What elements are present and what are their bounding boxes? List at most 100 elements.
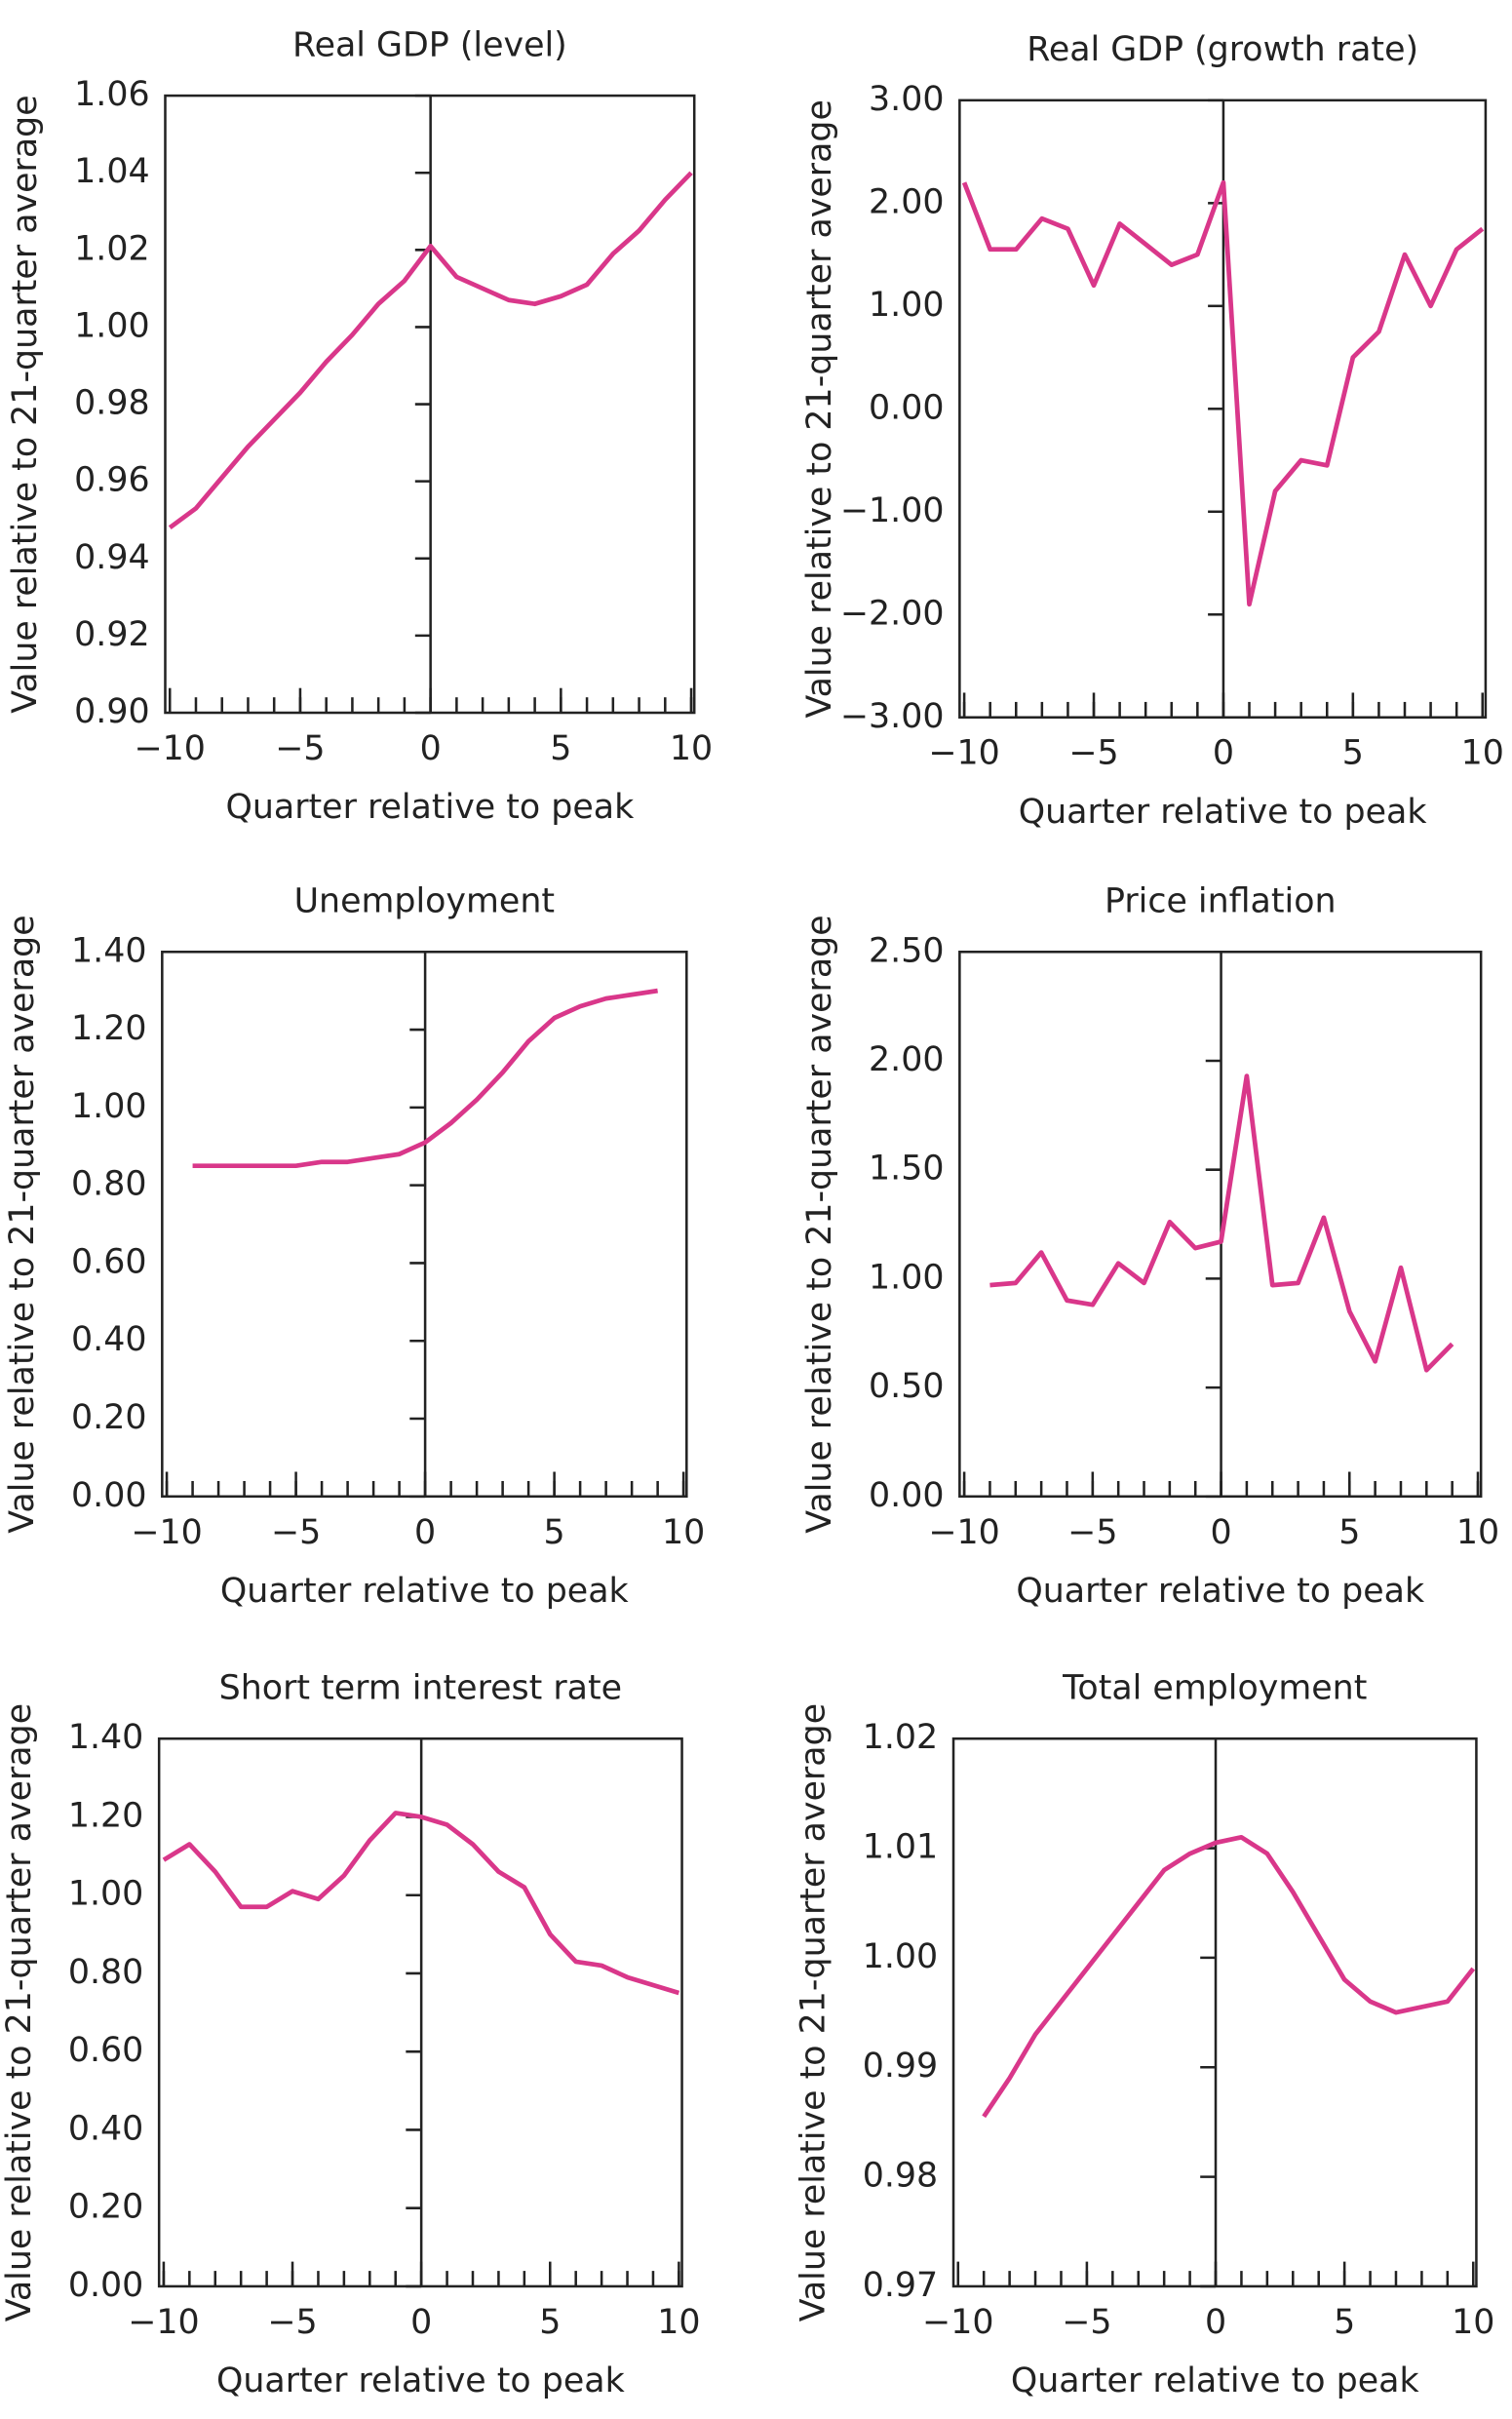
x-tick-label: 0 [410, 2303, 432, 2342]
y-tick-label: 0.40 [71, 1320, 146, 1359]
panel: Price inflation Quarter relative to peak V… [800, 882, 1499, 1611]
x-tick-label: 10 [657, 2303, 700, 2342]
y-tick-label: 0.80 [71, 1165, 146, 1204]
y-tick-label: 0.00 [71, 1476, 146, 1515]
x-axis-label: Quarter relative to peak [1011, 2361, 1420, 2400]
y-tick-label: 0.80 [68, 1953, 143, 1992]
x-axis-label: Quarter relative to peak [1019, 793, 1428, 832]
x-tick-label: 10 [662, 1513, 705, 1552]
y-tick-label: 0.20 [68, 2188, 143, 2227]
x-tick-label: −5 [275, 729, 325, 768]
y-tick-label: −1.00 [840, 491, 945, 530]
y-tick-label: 0.94 [74, 538, 149, 577]
x-tick-label: −10 [131, 1513, 202, 1552]
y-tick-label: 2.00 [869, 182, 944, 221]
data-line [162, 1811, 680, 1996]
y-axis-label: Value relative to 21-quarter average [3, 915, 42, 1533]
panel: Total employment Quarter relative to peak… [795, 1669, 1495, 2400]
y-axis-label: Value relative to 21-quarter average [795, 1703, 834, 2321]
y-tick-label: −2.00 [840, 594, 945, 633]
y-tick-label: −3.00 [840, 697, 945, 736]
x-tick-label: 10 [1461, 734, 1504, 773]
y-tick-label: 3.00 [869, 80, 944, 119]
data-line [168, 171, 693, 530]
y-tick-label: 1.00 [68, 1875, 143, 1914]
panel: Unemployment Quarter relative to peak Valu… [3, 882, 705, 1611]
x-tick-label: 0 [1205, 2303, 1226, 2342]
y-tick-label: 2.00 [869, 1040, 944, 1079]
y-tick-label: 1.40 [68, 1718, 143, 1757]
chart-title: Real GDP (level) [292, 25, 567, 64]
y-tick-label: 2.50 [869, 931, 944, 970]
x-tick-label: −5 [1068, 734, 1118, 773]
x-tick-label: −10 [128, 2303, 199, 2342]
x-tick-label: −10 [135, 729, 206, 768]
x-tick-label: 0 [1210, 1513, 1231, 1552]
x-tick-label: −5 [267, 2303, 317, 2342]
data-line [982, 1834, 1476, 2119]
chart-title: Real GDP (growth rate) [1027, 30, 1418, 69]
x-tick-label: 10 [1456, 1513, 1499, 1552]
y-tick-label: 0.99 [863, 2047, 938, 2086]
x-tick-label: 5 [544, 1513, 565, 1552]
panel: Real GDP (level) Quarter relative to peak… [6, 25, 713, 827]
x-tick-label: 5 [1334, 2303, 1355, 2342]
x-tick-label: −5 [1062, 2303, 1111, 2342]
y-tick-label: 1.06 [74, 75, 149, 114]
x-tick-label: −5 [271, 1513, 321, 1552]
chart-title: Short term interest rate [219, 1669, 622, 1708]
y-tick-label: 1.50 [869, 1150, 944, 1189]
x-axis-label: Quarter relative to peak [216, 2361, 626, 2400]
y-tick-label: 0.20 [71, 1398, 146, 1437]
x-tick-label: −10 [928, 1513, 999, 1552]
x-tick-label: 0 [414, 1513, 436, 1552]
y-tick-label: 0.97 [863, 2266, 938, 2305]
y-axis-label: Value relative to 21-quarter average [6, 95, 45, 713]
y-axis-label: Value relative to 21-quarter average [0, 1703, 39, 2321]
y-tick-label: 1.20 [71, 1009, 146, 1048]
chart-title: Price inflation [1105, 882, 1337, 921]
panel: Short term interest rate Quarter relative… [0, 1669, 701, 2400]
x-tick-label: −10 [922, 2303, 993, 2342]
x-axis-label: Quarter relative to peak [220, 1572, 630, 1611]
y-tick-label: 0.96 [74, 461, 149, 500]
x-tick-label: 0 [1213, 734, 1234, 773]
y-tick-label: 0.00 [869, 388, 944, 427]
x-tick-label: 5 [550, 729, 571, 768]
y-tick-label: 1.20 [68, 1796, 143, 1835]
x-axis-label: Quarter relative to peak [225, 788, 635, 827]
y-tick-label: 1.00 [863, 1937, 938, 1976]
y-tick-label: 1.04 [74, 152, 149, 191]
y-tick-label: 1.00 [71, 1087, 146, 1126]
x-tick-label: 10 [670, 729, 713, 768]
y-tick-label: 0.98 [863, 2157, 938, 2196]
y-tick-label: 1.00 [869, 1258, 944, 1297]
x-tick-label: 5 [1342, 734, 1364, 773]
data-line [192, 988, 658, 1169]
x-tick-label: −5 [1067, 1513, 1117, 1552]
y-tick-label: 0.90 [74, 692, 149, 731]
x-axis-label: Quarter relative to peak [1016, 1572, 1425, 1611]
y-tick-label: 0.60 [71, 1242, 146, 1281]
y-axis-label: Value relative to 21-quarter average [800, 99, 839, 718]
y-tick-label: 0.92 [74, 615, 149, 654]
y-tick-label: 0.00 [869, 1476, 944, 1515]
chart-title: Unemployment [294, 882, 555, 921]
x-tick-label: 10 [1452, 2303, 1494, 2342]
y-tick-label: 1.00 [74, 306, 149, 345]
y-tick-label: 1.02 [74, 229, 149, 268]
y-axis-label: Value relative to 21-quarter average [800, 915, 839, 1533]
panel: Real GDP (growth rate) Quarter relative t… [800, 30, 1504, 832]
x-tick-label: 5 [1338, 1513, 1360, 1552]
x-tick-label: 5 [539, 2303, 561, 2342]
y-tick-label: 0.50 [869, 1367, 944, 1406]
y-tick-label: 0.40 [68, 2109, 143, 2148]
y-tick-label: 1.40 [71, 931, 146, 970]
chart-title: Total employment [1062, 1669, 1367, 1708]
x-tick-label: −10 [928, 734, 999, 773]
y-tick-label: 1.01 [863, 1828, 938, 1867]
data-line [989, 1073, 1454, 1373]
y-tick-label: 0.98 [74, 384, 149, 423]
